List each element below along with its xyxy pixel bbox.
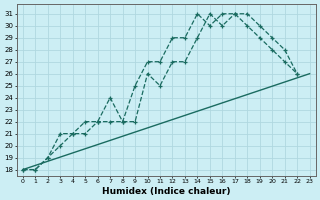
X-axis label: Humidex (Indice chaleur): Humidex (Indice chaleur) [102, 187, 230, 196]
